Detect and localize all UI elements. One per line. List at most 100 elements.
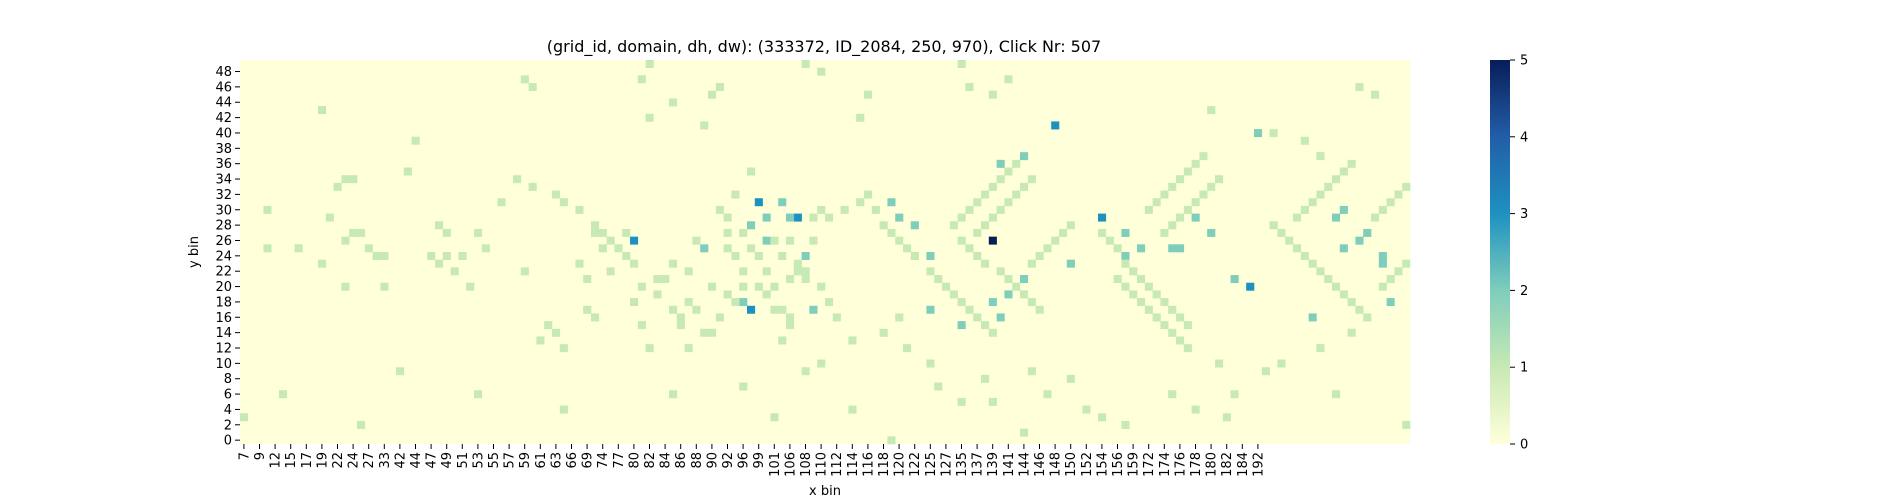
heatmap-cell — [1316, 152, 1325, 161]
x-tick-label: 144 — [1017, 452, 1032, 477]
x-tick-label: 135 — [955, 452, 970, 477]
heatmap-cell — [770, 305, 779, 314]
heatmap-cell — [965, 305, 974, 314]
heatmap-cell — [739, 267, 748, 276]
heatmap-cell — [1020, 182, 1029, 191]
heatmap-cell — [1347, 159, 1356, 168]
heatmap-cell — [957, 236, 966, 245]
heatmap-cell — [676, 313, 685, 322]
heatmap-cell — [1027, 367, 1036, 376]
heatmap-cell — [1332, 282, 1341, 291]
heatmap-cell — [598, 228, 607, 237]
heatmap-cell — [1004, 167, 1013, 176]
y-axis-label: y bin — [187, 236, 202, 268]
x-tick-label: 19 — [315, 452, 330, 469]
heatmap-cell — [754, 252, 763, 260]
x-tick-label: 59 — [518, 452, 533, 469]
heatmap-cell — [1160, 321, 1169, 330]
heatmap-cell — [988, 328, 997, 337]
heatmap-cell — [1277, 228, 1286, 237]
heatmap-cell — [1402, 182, 1411, 191]
heatmap-cell — [1168, 182, 1177, 191]
heatmap-cell — [591, 228, 600, 237]
heatmap-cell — [1183, 205, 1192, 214]
y-tick-label: 14 — [215, 326, 232, 341]
heatmap-plot-area — [240, 60, 1411, 445]
x-tick-label: 120 — [893, 452, 908, 477]
heatmap-cell — [786, 213, 795, 222]
heatmap-cell — [965, 244, 974, 253]
heatmap-cell — [364, 244, 373, 253]
heatmap-cell — [957, 213, 966, 222]
heatmap-cell — [895, 236, 904, 245]
colorbar: 0 1 2 3 4 5 — [1490, 54, 1528, 453]
x-tick-label: 106 — [783, 452, 798, 477]
heatmap-cell — [1371, 213, 1380, 222]
y-tick-label: 6 — [224, 388, 232, 403]
heatmap-cell — [981, 221, 990, 230]
heatmap-cell — [708, 282, 717, 291]
heatmap-cell — [669, 305, 678, 314]
heatmap-cell — [622, 252, 631, 260]
x-tick-label: 116 — [861, 452, 876, 477]
heatmap-cell — [1176, 244, 1185, 253]
heatmap-cell — [996, 313, 1005, 322]
heatmap-cell — [1066, 221, 1075, 230]
heatmap-cell — [1020, 428, 1029, 437]
heatmap-cell — [559, 198, 568, 207]
y-tick-label: 48 — [215, 65, 232, 80]
heatmap-cell — [622, 228, 631, 237]
heatmap-cell — [1137, 298, 1146, 307]
heatmap-cell — [1347, 328, 1356, 337]
heatmap-cell — [895, 213, 904, 222]
heatmap-cell — [1183, 321, 1192, 330]
heatmap-cell — [263, 244, 272, 253]
heatmap-cell — [786, 313, 795, 322]
heatmap-cell — [1402, 420, 1411, 429]
heatmap-cell — [1339, 167, 1348, 176]
heatmap-cell — [762, 290, 771, 299]
heatmap-cell — [1394, 267, 1403, 276]
heatmap-cell — [864, 190, 873, 199]
heatmap-cell — [1207, 182, 1216, 191]
heatmap-cell — [965, 205, 974, 214]
heatmap-cell — [341, 236, 350, 245]
heatmap-cell — [1308, 198, 1317, 207]
heatmap-cell — [996, 205, 1005, 214]
heatmap-cell — [1316, 267, 1325, 276]
heatmap-cell — [661, 275, 670, 284]
heatmap-cell — [1176, 313, 1185, 322]
heatmap-cell — [957, 60, 966, 68]
heatmap-cell — [1199, 152, 1208, 161]
x-tick-label: 172 — [1142, 452, 1157, 477]
x-tick-label: 86 — [674, 452, 689, 469]
heatmap-cell — [996, 267, 1005, 276]
heatmap-cell — [1027, 259, 1036, 268]
x-tick-label: 182 — [1220, 452, 1235, 477]
heatmap-cell — [754, 198, 763, 207]
y-tick-label: 40 — [215, 126, 232, 141]
x-tick-label: 108 — [799, 452, 814, 477]
heatmap-cell — [318, 259, 327, 268]
heatmap-cell — [1207, 106, 1216, 115]
heatmap-cell — [887, 228, 896, 237]
heatmap-cell — [1066, 259, 1075, 268]
x-tick-label: 178 — [1189, 452, 1204, 477]
x-tick-label: 7 — [237, 452, 252, 460]
heatmap-cell — [450, 267, 459, 276]
heatmap-cell — [466, 282, 475, 291]
y-tick-label: 10 — [215, 357, 232, 372]
heatmap-cell — [1300, 205, 1309, 214]
heatmap-cell — [700, 244, 709, 253]
heatmap-cell — [1254, 129, 1263, 138]
heatmap-cell — [474, 228, 483, 237]
heatmap-cell — [723, 213, 732, 222]
heatmap-cell — [1129, 290, 1138, 299]
heatmap-cell — [552, 328, 561, 337]
heatmap-cell — [544, 321, 553, 330]
x-tick-label: 12 — [269, 452, 284, 469]
heatmap-cell — [1168, 305, 1177, 314]
heatmap-cell — [1020, 275, 1029, 284]
x-tick-label: 184 — [1236, 452, 1251, 477]
heatmap-cell — [973, 252, 982, 260]
